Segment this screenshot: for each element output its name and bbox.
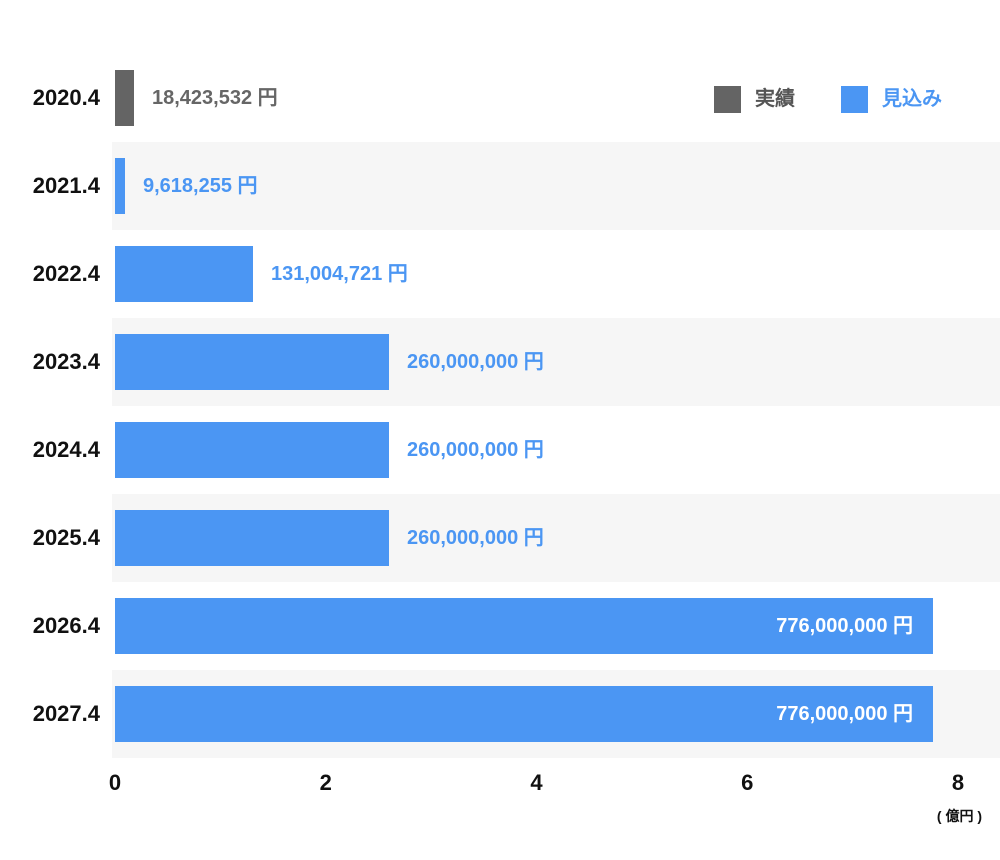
legend-actual-label: 実績 [755, 88, 795, 110]
bar-value-label: 9,618,255 円 [143, 175, 258, 197]
bar-forecast [115, 686, 933, 742]
bar-forecast [115, 246, 253, 302]
row-band [112, 142, 1000, 230]
x-axis-tick-label: 4 [530, 770, 543, 795]
bar-forecast [115, 510, 389, 566]
bar-forecast [115, 334, 389, 390]
y-axis-category-label: 2022.4 [32, 261, 100, 286]
bar-forecast [115, 158, 125, 214]
x-axis-tick-label: 6 [741, 770, 754, 795]
bar-forecast [115, 598, 933, 654]
bar-actual [115, 70, 134, 126]
bar-value-label: 18,423,532 円 [152, 87, 278, 109]
legend-actual-swatch [714, 85, 741, 113]
y-axis-category-label: 2024.4 [32, 437, 100, 462]
bar-value-label: 260,000,000 円 [407, 439, 544, 461]
y-axis-category-label: 2025.4 [32, 525, 100, 550]
bar-value-label: 776,000,000 円 [776, 703, 913, 725]
y-axis-category-label: 2026.4 [32, 613, 100, 638]
y-axis-category-label: 2023.4 [32, 349, 100, 374]
bar-value-label: 260,000,000 円 [407, 527, 544, 549]
x-axis-unit-label: ( 億円 ) [936, 808, 982, 824]
x-axis-tick-label: 2 [319, 770, 332, 795]
y-axis-category-label: 2020.4 [32, 85, 100, 110]
y-axis-category-label: 2021.4 [32, 173, 100, 198]
x-axis-tick-label: 8 [951, 770, 965, 795]
y-axis-category-label: 2027.4 [32, 701, 100, 726]
bar-value-label: 260,000,000 円 [407, 351, 544, 373]
bar-forecast [115, 422, 389, 478]
bar-value-label: 776,000,000 円 [776, 615, 913, 637]
bar-value-label: 131,004,721 円 [271, 263, 408, 285]
legend-forecast-label: 見込み [882, 88, 942, 110]
legend: 実績 見込み [714, 85, 942, 113]
x-axis-tick-label: 0 [108, 770, 122, 795]
legend-forecast-swatch [841, 85, 868, 113]
